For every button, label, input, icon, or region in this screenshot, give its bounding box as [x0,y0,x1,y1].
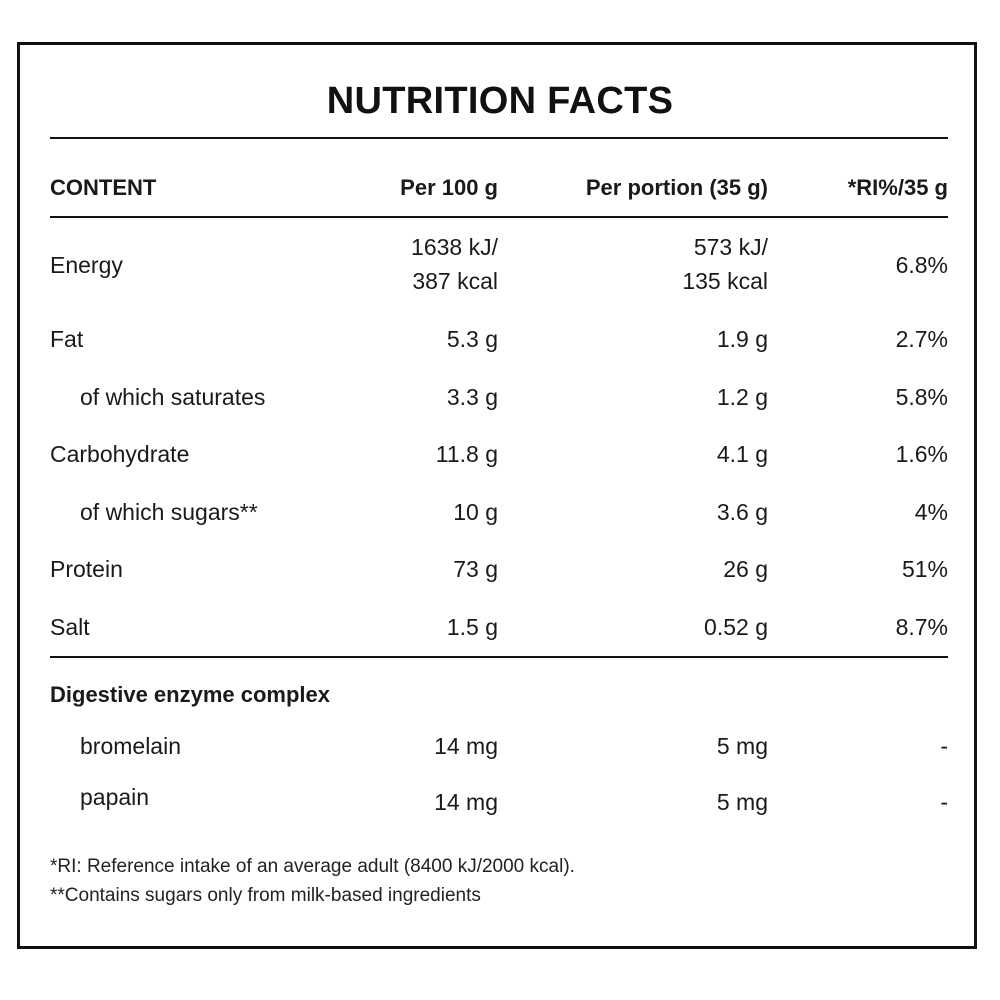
sugars-ri: 4% [914,499,948,525]
protein-per100: 73 g [453,556,498,582]
title-divider [50,137,948,139]
sugars-portion: 3.6 g [716,499,768,525]
header-content: CONTENT [50,175,157,200]
protein-portion: 26 g [723,556,768,582]
row-label-papain: papain [80,784,150,810]
enzyme-section-title: Digestive enzyme complex [50,682,331,707]
fat-ri: 2.7% [895,326,948,352]
row-label-carbohydrate: Carbohydrate [50,441,190,467]
saturates-portion: 1.2 g [716,384,768,410]
row-label-protein: Protein [50,556,123,582]
papain-per100: 14 mg [434,789,498,815]
fat-per100: 5.3 g [446,326,498,352]
row-label-saturates: of which saturates [80,384,266,410]
saturates-ri: 5.8% [895,384,948,410]
protein-ri: 51% [901,556,948,582]
carbohydrate-ri: 1.6% [895,441,948,467]
bromelain-ri: - [940,733,948,759]
header-per-100g: Per 100 g [400,175,498,200]
nutrients-divider [50,656,948,658]
carbohydrate-per100: 11.8 g [435,441,498,467]
page-title: NUTRITION FACTS [326,80,674,122]
energy-ri: 6.8% [895,252,948,278]
row-label-sugars: of which sugars** [80,499,258,525]
papain-portion: 5 mg [716,789,768,815]
bromelain-portion: 5 mg [716,733,768,759]
energy-per100-kcal: 387 kcal [412,268,498,294]
sugars-per100: 10 g [453,499,498,525]
row-label-fat: Fat [50,326,84,352]
carbohydrate-portion: 4.1 g [716,441,768,467]
energy-per100-kj: 1638 kJ/ [411,234,498,260]
fat-portion: 1.9 g [716,326,768,352]
bromelain-per100: 14 mg [434,733,498,759]
row-label-salt: Salt [50,614,90,640]
row-label-energy: Energy [50,252,123,278]
header-divider [50,216,948,218]
header-per-portion: Per portion (35 g) [585,175,768,200]
saturates-per100: 3.3 g [446,384,498,410]
energy-portion-kcal: 135 kcal [682,268,768,294]
salt-per100: 1.5 g [446,614,498,640]
energy-portion-kj: 573 kJ/ [693,234,768,260]
header-ri: *RI%/35 g [847,175,948,200]
footnote-sugars: **Contains sugars only from milk-based i… [50,885,481,906]
papain-ri: - [940,789,948,815]
nutrition-panel [17,42,977,949]
salt-ri: 8.7% [895,614,948,640]
row-label-bromelain: bromelain [80,733,181,759]
footnote-ri: *RI: Reference intake of an average adul… [50,856,575,877]
salt-portion: 0.52 g [704,614,768,640]
